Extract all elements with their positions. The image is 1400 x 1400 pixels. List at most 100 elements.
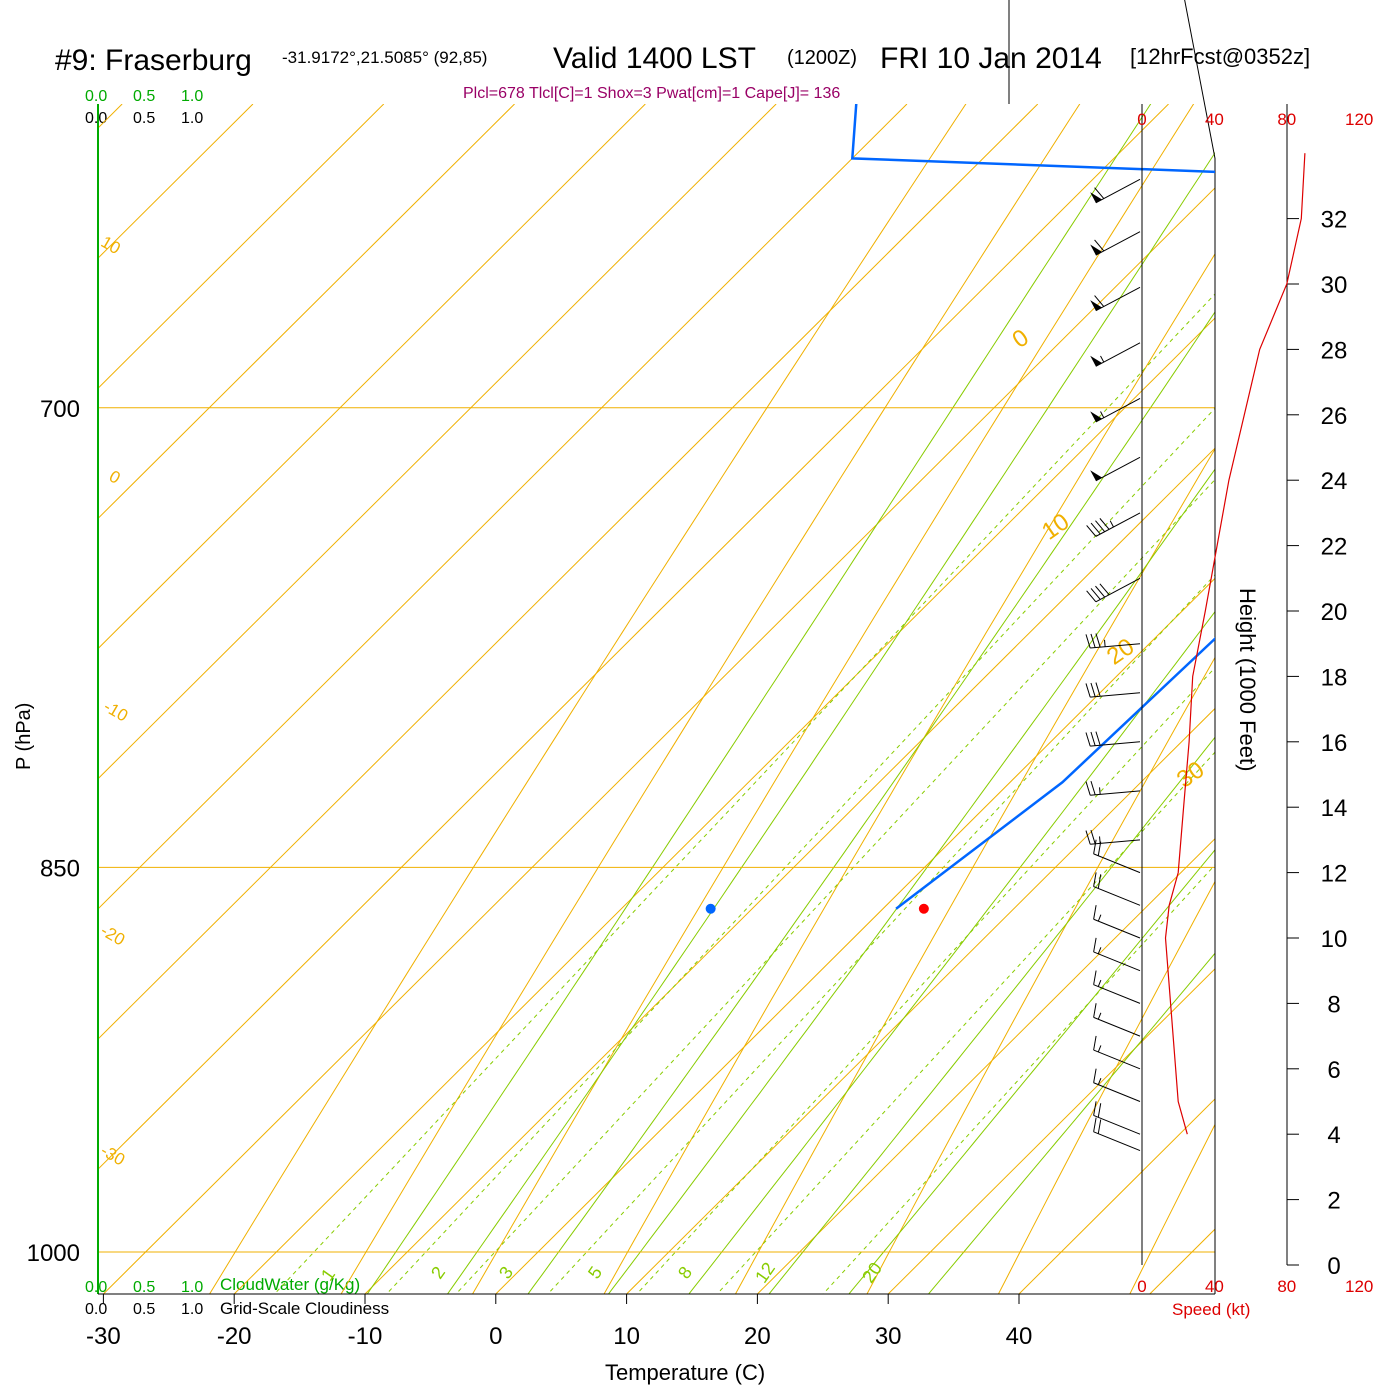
wind-barb-staff — [1095, 512, 1141, 537]
mixing-ratio-label: 8 — [674, 1263, 696, 1283]
wind-speed-panel: 0246810121416182022242628303200404080801… — [1137, 104, 1373, 1296]
wind-barb-staff — [1095, 342, 1141, 367]
dry-adiabat-line — [1359, 0, 1400, 1368]
wind-barbs — [1085, 178, 1141, 1152]
wind-barb — [1090, 342, 1141, 367]
wind-barb-staff — [1093, 853, 1141, 874]
height-tick-label: 32 — [1321, 207, 1348, 234]
wind-barb-full — [1093, 1101, 1097, 1116]
isotherm-line — [98, 104, 515, 520]
cloudwater-tick-bottom-2: 1.0 — [181, 1279, 203, 1296]
isotherm-line — [757, 837, 1215, 1294]
wind-barb-half — [1097, 914, 1102, 922]
speed-tick-label-top: 80 — [1277, 110, 1296, 129]
cloudwater-tick-top-2: 1.0 — [181, 88, 203, 105]
isotherm-label: 30 — [1172, 756, 1209, 793]
axis-labels: 2503004005007008501000-30-20-10010203040… — [27, 232, 1210, 1350]
mixing-ratio-line — [385, 407, 1215, 1294]
background-grid — [98, 0, 1400, 1368]
mixing-ratio-label: 5 — [584, 1263, 606, 1283]
dry-adiabat-line — [209, 104, 967, 1294]
height-tick-label: 0 — [1327, 1253, 1340, 1280]
height-axis-title: Height (1000 Feet) — [1235, 588, 1260, 771]
wind-barb-full — [1095, 682, 1101, 697]
wind-barb-full — [1093, 1003, 1097, 1018]
height-tick-label: 2 — [1327, 1188, 1340, 1215]
wind-barb-full — [1085, 781, 1091, 796]
wind-barb-flag — [1090, 192, 1103, 203]
isotherm-line — [887, 968, 1215, 1294]
wind-barb — [1090, 398, 1141, 423]
wind-barb-staff — [1090, 790, 1141, 796]
wind-barb-full — [1094, 295, 1105, 307]
wind-barb — [1086, 512, 1141, 537]
speed-tick-label-bottom: 80 — [1277, 1277, 1296, 1296]
wind-barb-half — [1099, 787, 1101, 795]
wind-barb-full — [1090, 731, 1096, 746]
temperature-axis-title: Temperature (C) — [605, 1360, 765, 1385]
cloudiness-tick-top-2: 1.0 — [181, 110, 203, 127]
moist-adiabat-line — [927, 952, 1215, 1294]
wind-barb-full — [1090, 682, 1096, 697]
wind-barb-flag — [1090, 355, 1103, 367]
isotherm-line — [1149, 1228, 1215, 1294]
wind-barb-staff — [1093, 918, 1141, 939]
wind-barb-staff — [1095, 456, 1141, 482]
height-tick-label: 22 — [1321, 534, 1348, 561]
height-tick-label: 20 — [1321, 599, 1348, 626]
height-tick-label: 24 — [1321, 468, 1348, 495]
wind-speed-line — [1164, 153, 1306, 1135]
wind-barb-full — [1090, 522, 1101, 535]
mixing-ratio-line — [455, 478, 1215, 1294]
wind-barb — [1090, 456, 1141, 482]
speed-tick-label-top: 120 — [1345, 110, 1373, 129]
height-tick-label: 8 — [1327, 991, 1340, 1018]
isotherm-label: 0 — [1007, 324, 1033, 354]
cloudiness-tick-top-0: 0.0 — [85, 110, 107, 127]
wind-barb-full — [1097, 841, 1102, 856]
station-coords: -31.9172°,21.5085° (92,85) — [282, 48, 487, 67]
wind-barb — [1093, 1003, 1141, 1037]
wind-barb — [1093, 1035, 1141, 1070]
isotherm-line — [103, 187, 1215, 1294]
wind-barb-half — [1100, 411, 1105, 418]
surface-dewpoint-dot — [705, 903, 716, 914]
dry-adiabat-line — [340, 104, 1081, 1294]
wind-barb-full — [1090, 588, 1101, 600]
mixing-ratio-label: 20 — [858, 1259, 886, 1287]
wind-barb-full — [1085, 634, 1091, 649]
height-tick-label: 10 — [1321, 926, 1348, 953]
isotherm-line — [98, 104, 254, 259]
dry-adiabat-line — [471, 104, 1195, 1294]
wind-barb-staff — [1093, 1016, 1141, 1037]
pressure-tick-label: 1000 — [27, 1240, 80, 1267]
isotherm-line — [233, 317, 1215, 1294]
wind-barb — [1093, 1068, 1141, 1102]
wind-barb-full — [1097, 874, 1102, 889]
temperature-tick-label: 30 — [875, 1323, 902, 1350]
wind-barb-full — [1086, 525, 1097, 537]
wind-barb-half — [1097, 947, 1102, 955]
wind-barb-staff — [1090, 643, 1141, 649]
forecast-label: [12hrFcst@0352z] — [1130, 44, 1310, 69]
wind-barb-half — [1097, 1012, 1102, 1020]
mixing-ratio-label: 12 — [751, 1259, 779, 1287]
plot-frame — [97, 0, 1216, 1295]
wind-barb-half — [1097, 979, 1102, 987]
wind-barb-staff — [1095, 398, 1141, 423]
mixing-ratio-line — [636, 666, 1215, 1294]
wind-barb-full — [1093, 905, 1097, 920]
wind-barb-full — [1085, 732, 1091, 747]
wind-barb-full — [1093, 1117, 1097, 1132]
isotherm-line — [98, 104, 777, 780]
mixing-ratio-label: 3 — [495, 1263, 517, 1283]
wind-barb-full — [1095, 633, 1101, 648]
moist-adiabat-line — [446, 151, 1215, 1294]
isotherm-label: 20 — [1102, 633, 1139, 670]
height-tick-label: 4 — [1327, 1122, 1340, 1149]
isotherm-label: -10 — [100, 697, 131, 726]
isotherm-line — [626, 707, 1215, 1294]
moist-adiabat-line — [607, 468, 1215, 1294]
pressure-axis-title: P (hPa) — [13, 703, 35, 770]
dry-adiabat-line — [734, 447, 1215, 1294]
